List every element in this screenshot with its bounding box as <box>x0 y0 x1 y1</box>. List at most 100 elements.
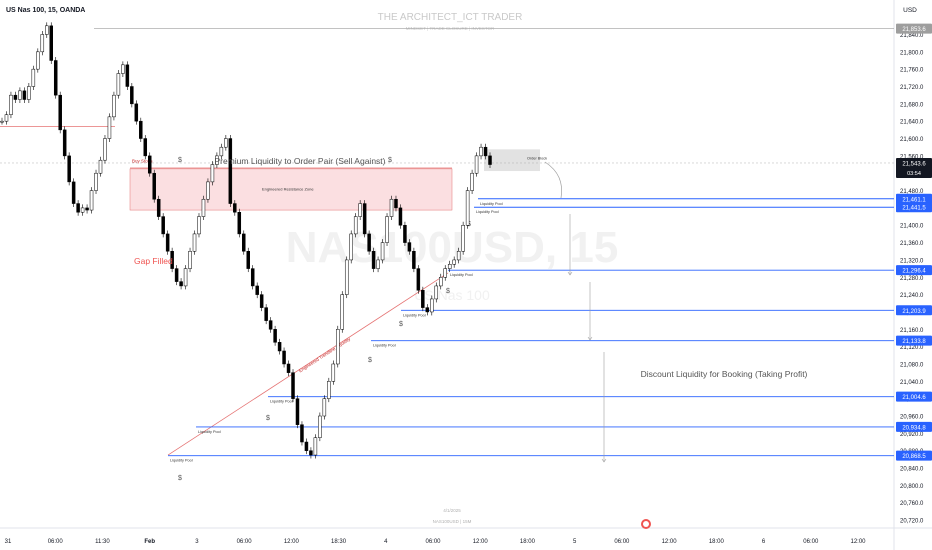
candle-body <box>224 138 228 148</box>
candle-body <box>295 398 300 425</box>
candle-body <box>456 251 461 261</box>
dollar-marker: $ <box>388 157 392 164</box>
y-tick-label: 21,280.0 <box>900 276 924 282</box>
candle-body <box>197 216 201 235</box>
premium-annotation: Premium Liquidity to Order Pair (Sell Ag… <box>214 156 385 166</box>
candle-body <box>31 68 36 87</box>
candle-body <box>376 259 380 269</box>
candle-body <box>206 181 210 200</box>
candle-body <box>13 94 18 100</box>
liquidity-pool-label: Liquidity Pool <box>450 273 473 277</box>
y-tick-label: 21,560.0 <box>900 154 924 160</box>
candle-body <box>461 224 465 252</box>
candle-body <box>425 307 430 313</box>
x-tick-label: 12:00 <box>850 539 866 545</box>
dollar-marker: $ <box>266 415 270 422</box>
currency-label: USD <box>903 7 917 14</box>
candle-body <box>385 216 389 243</box>
dollar-marker: $ <box>368 357 372 364</box>
resistance-zone-label: Engineered Resistance Zone <box>262 187 314 192</box>
candle-body <box>268 320 273 330</box>
buy-stops-label: Buy Stops <box>132 158 153 163</box>
candle-body <box>219 146 224 157</box>
candle-body <box>174 268 179 282</box>
candle-body <box>309 450 313 456</box>
level-price-tag <box>896 421 932 432</box>
candle-body <box>210 164 215 183</box>
candle-body <box>76 203 80 213</box>
x-tick-label: 06:00 <box>48 539 64 545</box>
candle-body <box>40 34 45 53</box>
candle-body <box>121 64 125 74</box>
resistance-zone <box>129 168 453 211</box>
x-tick-label: 18:00 <box>709 539 725 545</box>
candle-body <box>183 268 188 287</box>
x-tick-label: 12:00 <box>473 539 489 545</box>
candle-body <box>300 424 304 443</box>
candle-body <box>165 233 170 252</box>
y-tick-label: 21,640.0 <box>900 120 924 126</box>
y-tick-label: 21,160.0 <box>900 328 924 334</box>
y-tick-label: 20,760.0 <box>900 501 924 507</box>
big-watermark: NAS100USD, 15 <box>286 223 619 272</box>
candle-body <box>474 155 479 174</box>
candle-body <box>22 90 27 100</box>
candle-body <box>371 251 376 269</box>
candle-body <box>344 259 349 295</box>
candle-body <box>27 86 31 100</box>
candle-body <box>237 211 242 235</box>
order-block-zone <box>484 149 540 172</box>
candle-body <box>36 51 40 70</box>
x-tick-label: 12:00 <box>662 539 678 545</box>
x-tick-label: 06:00 <box>803 539 819 545</box>
y-tick-label: 21,400.0 <box>900 224 924 230</box>
y-tick-label: 21,080.0 <box>900 362 924 368</box>
footer-date: 4/1/2025 <box>443 508 461 513</box>
arrow-1-head <box>567 271 573 276</box>
candle-body <box>412 251 416 269</box>
trendline <box>167 272 449 456</box>
candle-body <box>255 285 259 295</box>
candle-body <box>313 437 318 456</box>
candle-body <box>103 138 107 161</box>
y-tick-label: 21,240.0 <box>900 293 924 299</box>
candle-body <box>143 138 148 157</box>
candle-body <box>407 242 412 252</box>
level-price-label: 21,441.5 <box>902 206 926 212</box>
candle-body <box>479 146 483 157</box>
x-tick-label: 18:00 <box>520 539 536 545</box>
x-tick-label: 12:00 <box>284 539 300 545</box>
candle-body <box>94 172 98 191</box>
candle-body <box>58 94 62 131</box>
level-price-label: 20,934.8 <box>902 425 926 431</box>
x-tick-label: 3 <box>195 539 199 545</box>
candle-body <box>403 224 407 243</box>
x-tick-label: 31 <box>5 539 12 545</box>
candle-body <box>259 294 264 308</box>
x-tick-label: 06:00 <box>237 539 253 545</box>
candle-body <box>228 138 233 204</box>
y-tick-label: 21,120.0 <box>900 345 924 351</box>
candle-body <box>156 198 161 217</box>
y-tick-label: 21,800.0 <box>900 50 924 56</box>
candle-body <box>394 198 398 209</box>
symbol-title: US Nas 100, 15, OANDA <box>6 7 85 14</box>
candle-body <box>161 216 165 235</box>
candle-body <box>430 298 434 313</box>
candle-body <box>349 233 353 261</box>
level-price-label: 21,461.1 <box>902 197 926 203</box>
candle-body <box>89 190 94 211</box>
candle-body <box>107 116 112 139</box>
candle-body <box>443 268 447 278</box>
candle-body <box>447 264 452 269</box>
candle-body <box>291 372 295 399</box>
y-tick-label: 21,720.0 <box>900 85 924 91</box>
y-tick-label: 20,720.0 <box>900 519 924 525</box>
level-price-label: 21,203.9 <box>902 309 926 315</box>
level-price-label: 21,296.4 <box>902 269 926 275</box>
level-price-tag <box>896 335 932 346</box>
y-tick-label: 21,040.0 <box>900 380 924 386</box>
level-price-label: 21,133.8 <box>902 339 926 345</box>
x-tick-label: 6 <box>762 539 766 545</box>
